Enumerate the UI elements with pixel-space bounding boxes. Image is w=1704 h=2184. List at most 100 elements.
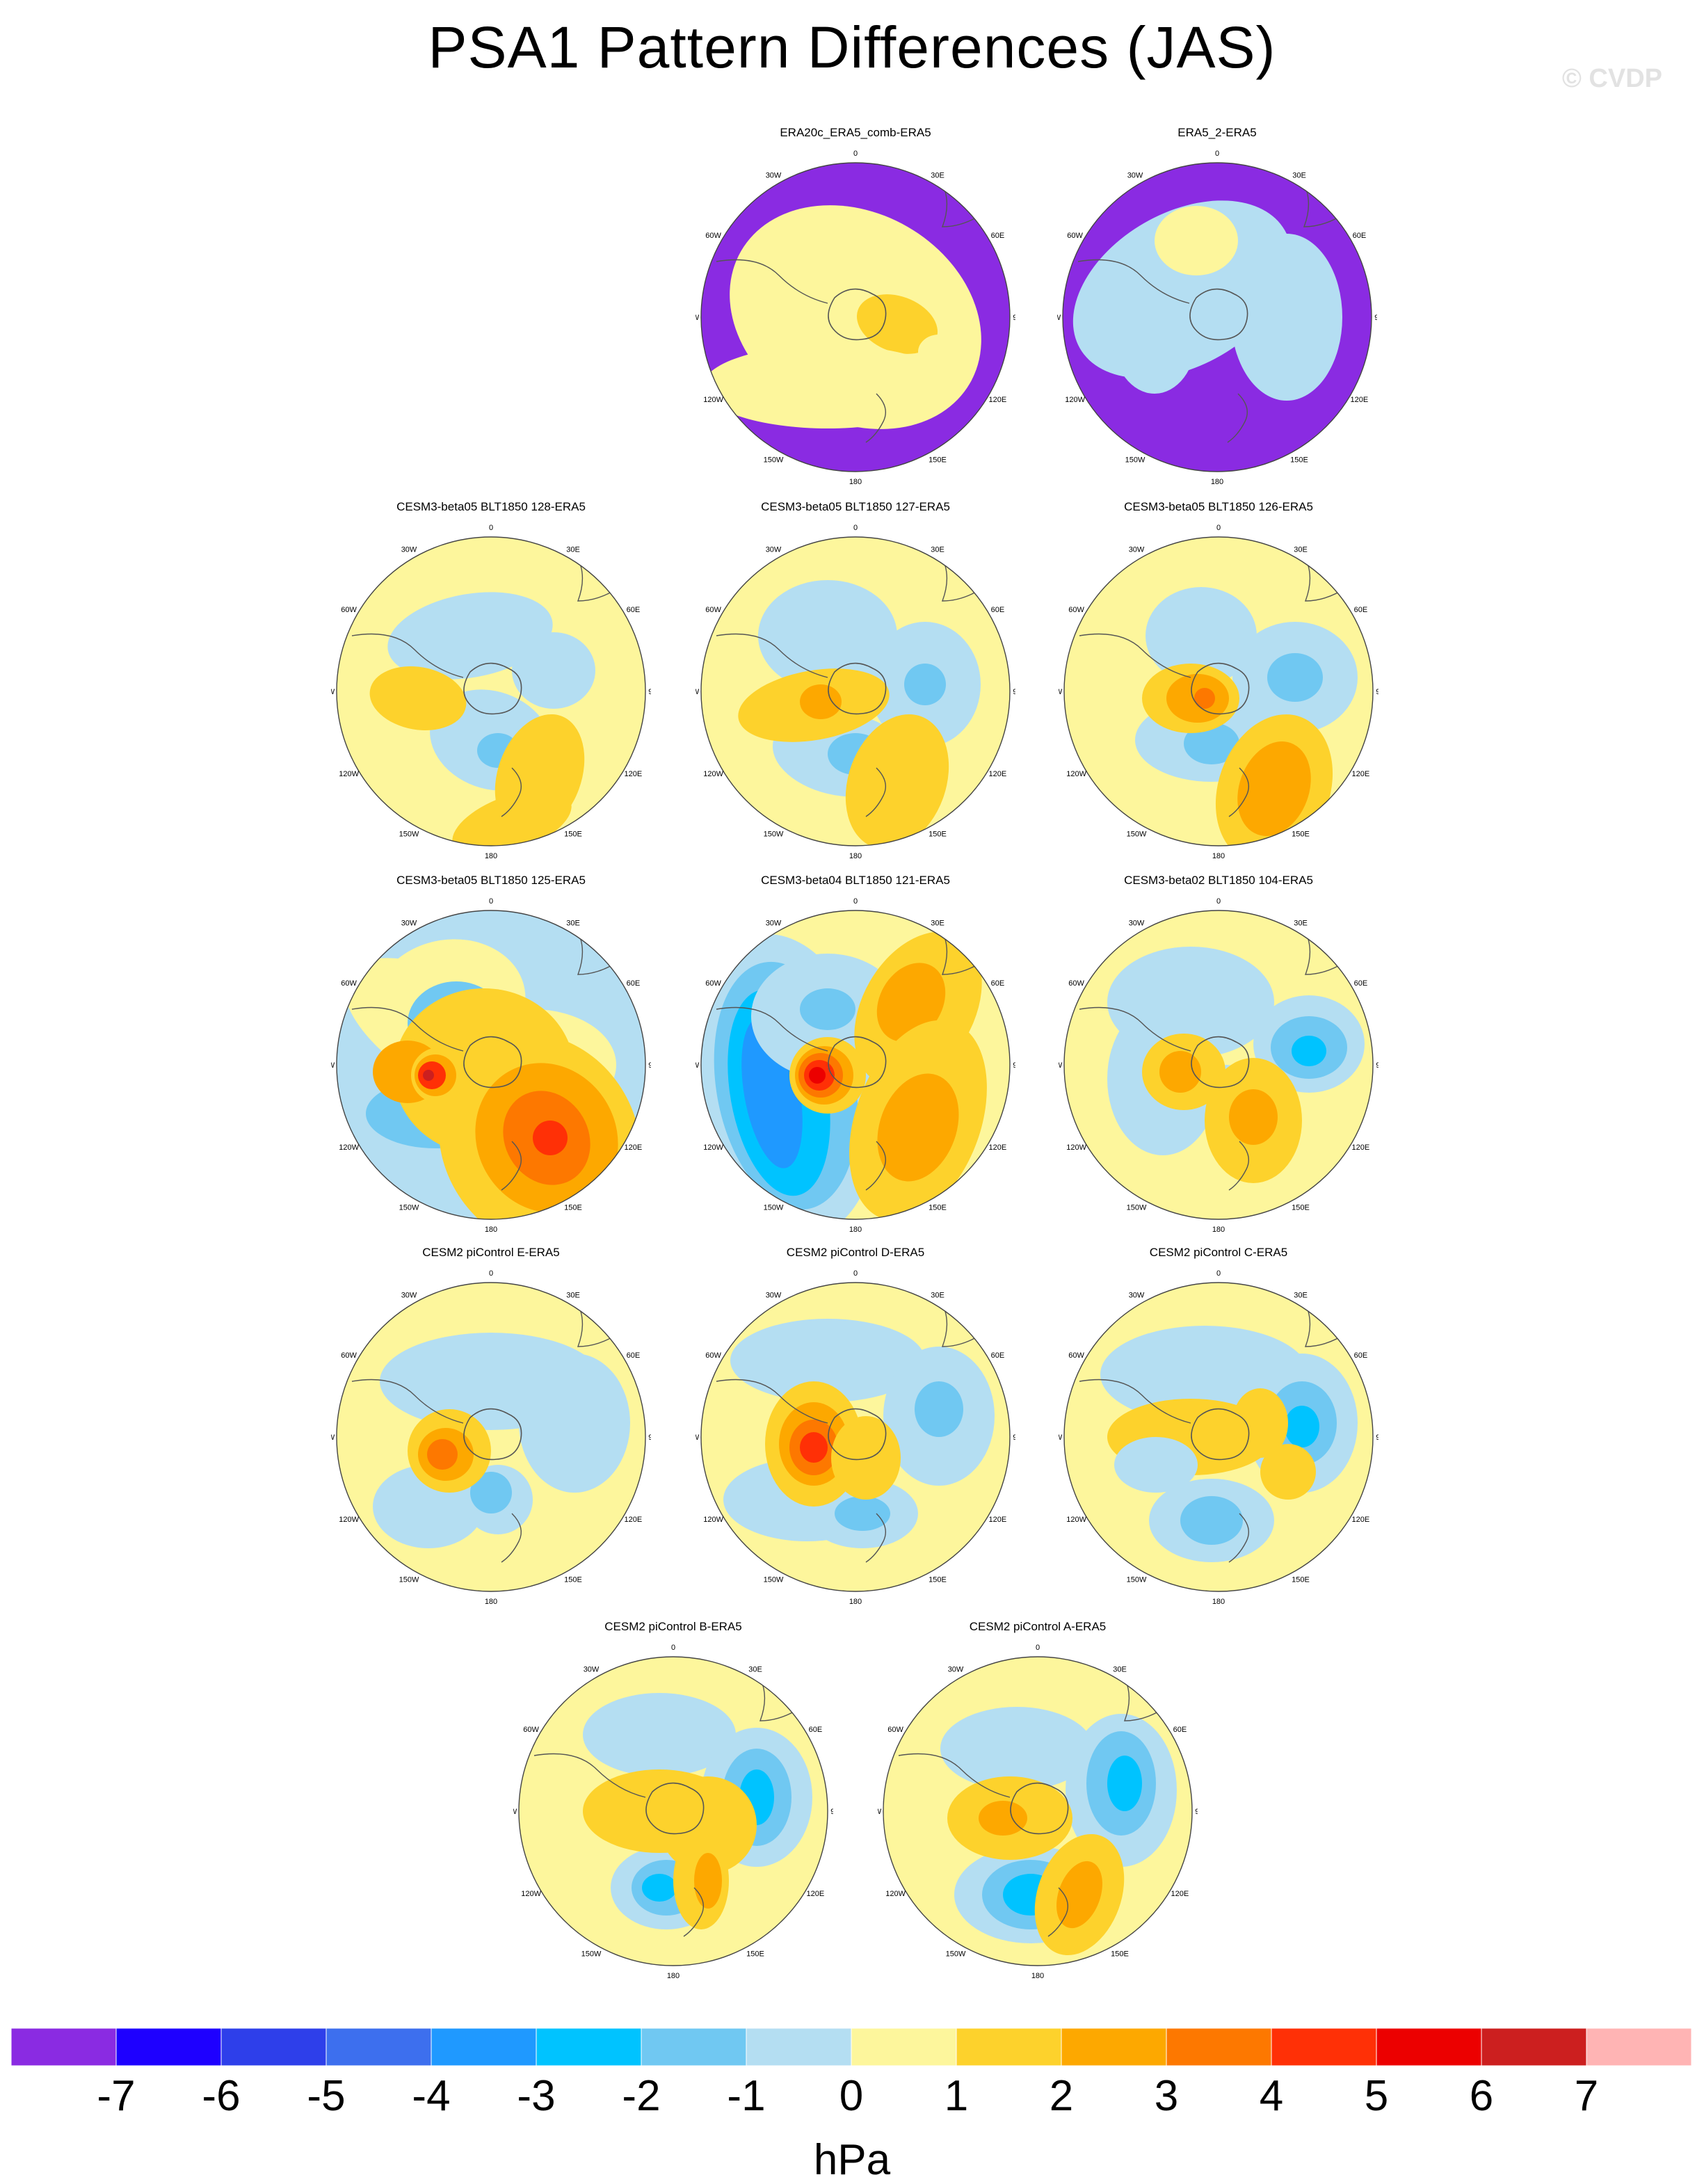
contour-region	[918, 335, 960, 369]
colorbar-tick-label: -7	[97, 2072, 135, 2120]
contour-region	[1113, 282, 1196, 394]
longitude-label: 60E	[1354, 1351, 1368, 1360]
longitude-label: 90E	[1013, 1434, 1015, 1442]
panel-title: CESM3-beta05 BLT1850 125-ERA5	[396, 874, 586, 887]
longitude-label: 180	[1211, 478, 1223, 486]
panel-title: ERA20c_ERA5_comb-ERA5	[780, 126, 931, 139]
colorbar-swatch	[1061, 2028, 1167, 2066]
polar-map: 0 30E 60E 90E 120E 150E 180 150W 120W 90W 60W 30W	[1059, 1269, 1379, 1606]
new-zealand-coastline	[1047, 1887, 1068, 1937]
longitude-label: 60W	[705, 979, 721, 988]
longitude-label: 30E	[1294, 920, 1308, 928]
longitude-label: 60E	[1353, 232, 1367, 240]
polar-map: 0 30E 60E 90E 120E 150E 180 150W 120W 90W 60W 30W	[331, 897, 651, 1234]
map-boundary	[336, 910, 646, 1220]
contour-region	[1285, 1406, 1319, 1447]
contour-region	[452, 789, 572, 846]
panel-title: ERA5_2-ERA5	[1177, 126, 1257, 139]
longitude-label: 150W	[764, 1203, 784, 1212]
colorbar-tick-label: -6	[202, 2072, 240, 2120]
longitude-label: 60W	[705, 1351, 721, 1360]
colorbar-swatch	[851, 2028, 957, 2066]
contour-region	[800, 988, 855, 1030]
south-america-coastline	[716, 259, 828, 304]
colorbar-swatch	[325, 2028, 432, 2066]
panel-title: CESM3-beta02 BLT1850 104-ERA5	[1124, 874, 1313, 887]
contour-region	[1155, 206, 1238, 275]
new-zealand-coastline	[501, 767, 522, 817]
longitude-label: 120W	[703, 770, 723, 778]
longitude-label: 150E	[564, 830, 582, 838]
longitude-label: 150W	[399, 1575, 419, 1584]
contour-region	[1056, 1861, 1102, 1929]
colorbar-tick-label: 6	[1470, 2072, 1493, 2120]
longitude-label: 150W	[399, 830, 419, 838]
longitude-label: 30E	[748, 1666, 762, 1674]
longitude-label: 30W	[1129, 920, 1145, 928]
map-boundary	[1063, 536, 1374, 846]
longitude-label: 180	[485, 852, 497, 860]
longitude-label: 120E	[989, 1516, 1007, 1524]
contour-region	[759, 225, 855, 312]
longitude-label: 120E	[625, 1143, 643, 1152]
polar-map: 0 30E 60E 90E 120E 150E 180 150W 120W 90W 60W 30W	[1059, 897, 1379, 1234]
longitude-label: 120W	[1066, 770, 1086, 778]
longitude-label: 90E	[1376, 1061, 1379, 1070]
map-boundary	[883, 1656, 1193, 1966]
longitude-label: 120W	[703, 1143, 723, 1152]
map-boundary	[1062, 162, 1372, 472]
map-panel: CESM2 piControl E-ERA5 0 30E 60E 90E 120E 150E…	[331, 1245, 651, 1614]
longitude-label: 180	[849, 478, 862, 486]
panel-title: CESM2 piControl C-ERA5	[1149, 1246, 1288, 1259]
contour-region	[642, 1874, 677, 1902]
longitude-label: 90W	[513, 1808, 517, 1816]
colorbar-swatch	[536, 2028, 642, 2066]
longitude-label: 90W	[1059, 1434, 1063, 1442]
colorbar-swatch	[956, 2028, 1062, 2066]
longitude-label: 30W	[401, 546, 417, 554]
longitude-label: 90E	[1376, 1434, 1379, 1442]
polar-map: 0 30E 60E 90E 120E 150E 180 150W 120W 90W 60W 30W	[696, 897, 1015, 1234]
panel-title: CESM2 piControl A-ERA5	[969, 1620, 1107, 1633]
longitude-label: 150E	[929, 1575, 947, 1584]
new-zealand-coastline	[1228, 767, 1249, 817]
contour-region	[519, 1354, 630, 1493]
colorbar-tick-label: 5	[1365, 2072, 1388, 2120]
south-america-coastline	[1079, 1379, 1191, 1424]
longitude-label: 120W	[885, 1890, 906, 1898]
contour-region	[1159, 1051, 1201, 1093]
polar-map: 0 30E 60E 90E 120E 150E 180 150W 120W 90W 60W 30W	[513, 1644, 833, 1980]
longitude-label: 60W	[1068, 979, 1084, 988]
longitude-label: 60E	[991, 979, 1005, 988]
longitude-label: 150E	[929, 830, 947, 838]
map-panel: ERA5_2-ERA5 0 30E 60E 90E 120E 150E 180 150W 120W…	[1057, 125, 1377, 494]
longitude-label: 90W	[1059, 1061, 1063, 1070]
contour-region	[800, 1432, 828, 1463]
map-panel: CESM2 piControl B-ERA5 0 30E 60E 90E 120E 150E…	[513, 1619, 833, 1988]
colorbar-tick-label: -1	[727, 2072, 765, 2120]
colorbar-swatch	[1481, 2028, 1587, 2066]
longitude-label: 120W	[1065, 396, 1085, 404]
colorbar-swatch	[1586, 2028, 1692, 2066]
colorbar-tick-label: 7	[1575, 2072, 1598, 2120]
longitude-label: 90E	[1195, 1808, 1198, 1816]
map-panel: CESM2 piControl C-ERA5 0 30E 60E 90E 120E 150E…	[1059, 1245, 1379, 1614]
longitude-label: 150E	[929, 1203, 947, 1212]
longitude-label: 90W	[331, 688, 335, 696]
colorbar-tick-label: 3	[1155, 2072, 1178, 2120]
contour-region	[427, 1439, 458, 1470]
contour-region	[1260, 1444, 1316, 1500]
longitude-label: 60W	[705, 232, 721, 240]
longitude-label: 120E	[1171, 1890, 1189, 1898]
longitude-label: 30W	[1129, 1292, 1145, 1300]
contour-region	[877, 1073, 959, 1182]
longitude-label: 0	[853, 150, 858, 158]
longitude-label: 30W	[766, 920, 782, 928]
panel-title: CESM2 piControl B-ERA5	[604, 1620, 742, 1633]
colorbar-swatch	[1376, 2028, 1482, 2066]
antarctica-coastline	[1191, 1408, 1250, 1461]
longitude-label: 30E	[566, 920, 580, 928]
longitude-label: 120E	[989, 770, 1007, 778]
longitude-label: 120W	[703, 396, 723, 404]
longitude-label: 30E	[1292, 172, 1306, 180]
